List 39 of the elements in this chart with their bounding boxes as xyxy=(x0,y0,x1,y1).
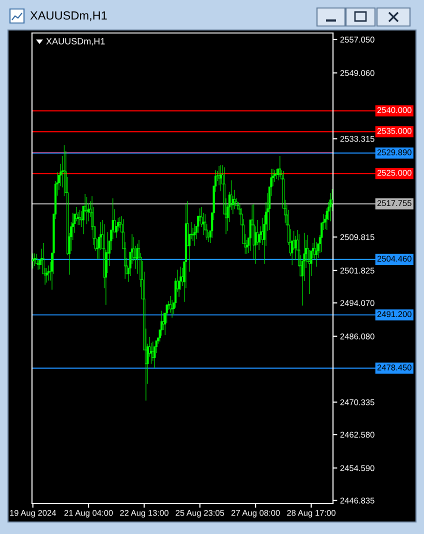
candlestick xyxy=(194,224,196,246)
y-tick-label: 2454.590 xyxy=(340,465,374,472)
y-tick-label: 2470.335 xyxy=(340,399,374,406)
x-tick-label: 28 Aug 17:00 xyxy=(287,510,336,518)
y-tick-label: 2549.060 xyxy=(340,70,374,76)
ref-line-label: 2535.000 xyxy=(377,128,412,134)
ref-line-label: 2491.200 xyxy=(377,311,412,318)
y-tick-label: 2533.315 xyxy=(340,136,374,142)
ref-line-label: 2478.450 xyxy=(377,364,412,370)
x-tick-label: 27 Aug 08:00 xyxy=(231,510,280,518)
x-tick-label: 25 Aug 23:05 xyxy=(176,510,224,518)
candlestick xyxy=(274,170,276,182)
candlestick xyxy=(315,242,318,268)
y-tick-label: 2501.825 xyxy=(340,268,374,274)
y-tick-label: 2494.070 xyxy=(340,300,374,306)
ref-line-label: 2504.460 xyxy=(377,256,412,262)
ref-line-label: 2540.000 xyxy=(377,107,412,114)
y-tick-label: 2462.580 xyxy=(340,432,374,438)
ref-line-label: 2529.890 xyxy=(377,149,412,156)
candlestick xyxy=(32,253,34,269)
candlestick xyxy=(34,253,36,266)
candlestick xyxy=(171,300,174,318)
x-tick-label: 21 Aug 04:00 xyxy=(64,510,113,518)
chart-title: XAUUSDm,H1 xyxy=(30,11,107,22)
y-tick-label: 2446.835 xyxy=(340,498,374,504)
chart-subtitle: XAUUSDm,H1 xyxy=(46,38,105,46)
ref-line-label: 2525.000 xyxy=(377,170,412,176)
candlestick xyxy=(275,168,278,180)
candlestick xyxy=(329,192,332,222)
y-tick-label: 2509.815 xyxy=(340,234,374,240)
candlestick xyxy=(63,144,66,196)
ref-line-label: 2517.755 xyxy=(377,200,412,206)
x-tick-label: 22 Aug 13:00 xyxy=(120,510,168,518)
candlestick xyxy=(118,216,121,228)
x-tick-label: 19 Aug 2024 xyxy=(10,510,56,518)
candlestick xyxy=(278,156,281,178)
y-tick-label: 2486.080 xyxy=(340,333,374,340)
y-tick-label: 2557.050 xyxy=(340,36,374,43)
candlestick xyxy=(220,164,222,192)
